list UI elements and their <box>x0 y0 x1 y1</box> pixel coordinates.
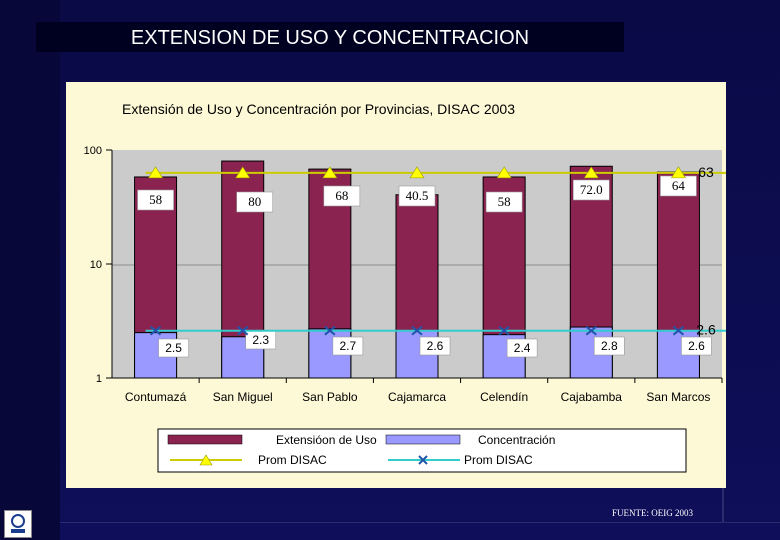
x-tick-label: San Pablo <box>302 390 358 404</box>
data-label-box <box>593 336 625 356</box>
x-tick-label: Cajamarca <box>388 390 446 404</box>
data-label-box <box>572 179 610 201</box>
data-label-uso: 58 <box>149 192 162 207</box>
marker-prom-conc <box>324 325 336 336</box>
slide-title: EXTENSION DE USO Y CONCENTRACION <box>36 22 624 52</box>
marker-prom-conc <box>237 325 249 336</box>
x-tick-label: Contumazá <box>125 390 187 404</box>
marker-prom-uso <box>148 166 164 179</box>
x-tick-label: Cajabamba <box>561 390 623 404</box>
marker-prom-uso <box>235 166 251 179</box>
data-label-conc: 2.7 <box>340 339 357 353</box>
legend-marker-prom-conc <box>418 455 428 465</box>
marker-prom-uso <box>496 166 512 179</box>
data-label-conc: 2.3 <box>252 333 269 347</box>
legend-label-uso: Extensióon de Uso <box>276 433 377 447</box>
source-note: FUENTE: OEIG 2003 <box>612 508 693 518</box>
prom-uso-label: 63 <box>698 164 714 180</box>
data-label-box <box>158 338 189 358</box>
data-label-box <box>485 191 523 213</box>
data-label-box <box>681 336 712 356</box>
data-label-conc: 2.6 <box>427 339 444 353</box>
marker-prom-conc <box>411 325 423 336</box>
data-label-conc: 2.4 <box>514 341 531 355</box>
marker-prom-conc <box>672 325 685 336</box>
slide-left-strip <box>0 0 60 540</box>
legend-label-prom-conc: Prom DISAC <box>464 453 533 467</box>
data-label-box <box>236 191 274 213</box>
chart-svg: Extensión de Uso y Concentración por Pro… <box>84 101 726 473</box>
x-tick-label: San Miguel <box>213 390 273 404</box>
marker-prom-conc <box>498 325 510 336</box>
data-label-uso: 68 <box>335 188 348 203</box>
legend-label-conc: Concentración <box>478 433 555 447</box>
marker-prom-uso <box>322 166 338 179</box>
marker-prom-uso <box>583 166 599 179</box>
data-label-box <box>398 185 436 207</box>
data-label-box <box>506 338 538 358</box>
data-label-box <box>419 336 451 356</box>
legend-swatch-uso <box>167 434 243 445</box>
data-label-uso: 80 <box>248 194 261 209</box>
legend-marker-prom-uso <box>199 454 213 466</box>
marker-prom-conc <box>585 325 597 336</box>
data-label-conc: 2.5 <box>165 341 182 355</box>
marker-prom-uso <box>409 166 425 179</box>
y-tick-label: 10 <box>90 259 102 271</box>
logo-icon <box>11 514 25 533</box>
data-label-uso: 64 <box>672 178 686 193</box>
data-label-box <box>323 185 361 207</box>
y-tick-label: 1 <box>96 373 102 385</box>
frame-line <box>60 522 780 523</box>
data-label-conc: 2.8 <box>601 339 618 353</box>
chart-panel: Extensión de Uso y Concentración por Pro… <box>66 82 726 488</box>
x-tick-label: Celendín <box>480 390 528 404</box>
data-label-box <box>137 189 174 211</box>
data-label-uso: 40.5 <box>406 188 429 203</box>
data-label-box <box>332 336 364 356</box>
data-label-uso: 72.0 <box>580 182 603 197</box>
data-label-uso: 58 <box>498 194 511 209</box>
marker-prom-conc <box>149 325 162 336</box>
marker-prom-uso <box>670 166 686 179</box>
legend-label-prom-uso: Prom DISAC <box>258 453 327 467</box>
x-tick-label: San Marcos <box>646 390 710 404</box>
prom-conc-label: 2.6 <box>696 322 716 338</box>
data-label-conc: 2.6 <box>688 339 705 353</box>
chart-title: Extensión de Uso y Concentración por Pro… <box>122 101 515 117</box>
legend-swatch-conc <box>385 434 461 445</box>
logo <box>4 510 32 538</box>
y-tick-label: 100 <box>84 145 102 157</box>
